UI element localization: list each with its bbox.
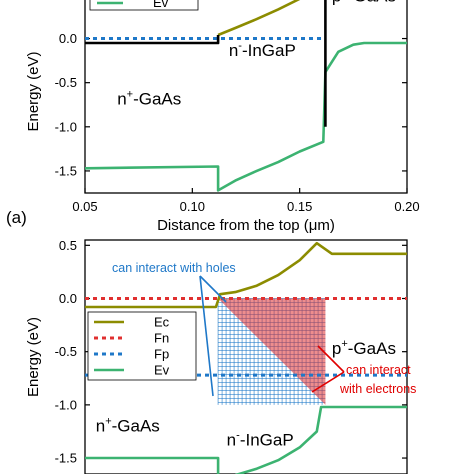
y-tick-label: -1.5 <box>55 163 77 178</box>
annotation-electrons-2: with electrons <box>339 382 416 396</box>
y-tick-label: -0.5 <box>55 75 77 90</box>
plot-frame <box>84 239 408 474</box>
annotation-arrow-electrons <box>311 371 345 393</box>
region-label: n+-GaAs <box>96 415 160 435</box>
x-axis-title: Distance from the top (μm) <box>157 217 335 234</box>
y-tick-label: 0.0 <box>59 31 77 46</box>
annotation-arrow-holes <box>199 275 227 303</box>
series-line-ev <box>85 405 407 474</box>
region-label: p+-GaAs <box>332 0 396 5</box>
legend-label-fp: Fp <box>154 347 169 362</box>
annotation-holes: can interact with holes <box>112 261 236 275</box>
annotation-arrow-holes <box>199 275 214 397</box>
series-line-ev-left <box>85 35 220 45</box>
y-tick-label: -0.5 <box>55 344 77 359</box>
y-tick-label: 0.0 <box>59 291 77 306</box>
y-tick-label: -1.5 <box>55 451 77 466</box>
y-tick-label: 0.5 <box>59 0 77 2</box>
series-line-ec <box>85 241 407 309</box>
panel-label: (a) <box>6 208 27 227</box>
series-line-ev <box>84 41 407 192</box>
y-tick-label: -1.0 <box>55 119 77 134</box>
x-tick-label: 0.15 <box>287 199 312 214</box>
series-line-ec <box>217 0 301 37</box>
y-tick-label: 0.5 <box>59 238 77 253</box>
y-axis-title: Energy (eV) <box>25 51 42 131</box>
x-tick-label: 0.10 <box>180 199 205 214</box>
legend-label-ev: Ev <box>153 0 169 10</box>
region-label: p+-GaAs <box>332 338 396 358</box>
x-tick-label: 0.20 <box>394 199 419 214</box>
region-label: n+-GaAs <box>117 89 181 109</box>
plot-frame <box>84 0 408 194</box>
electron-interaction-region <box>218 298 326 405</box>
annotation-electrons-1: can interact <box>346 363 411 377</box>
region-label: n--InGaP <box>229 40 296 60</box>
legend-label-ev: Ev <box>154 363 170 378</box>
legend-box <box>87 311 197 381</box>
region-label: n--InGaP <box>227 429 294 449</box>
legend-box <box>89 0 199 11</box>
legend-label-ec: Ec <box>154 315 170 330</box>
legend-label-fn: Fn <box>154 331 169 346</box>
x-tick-label: 0.05 <box>72 199 97 214</box>
y-axis-title: Energy (eV) <box>25 317 42 397</box>
y-tick-label: -1.0 <box>55 397 77 412</box>
annotation-arrow-electrons <box>317 345 345 373</box>
